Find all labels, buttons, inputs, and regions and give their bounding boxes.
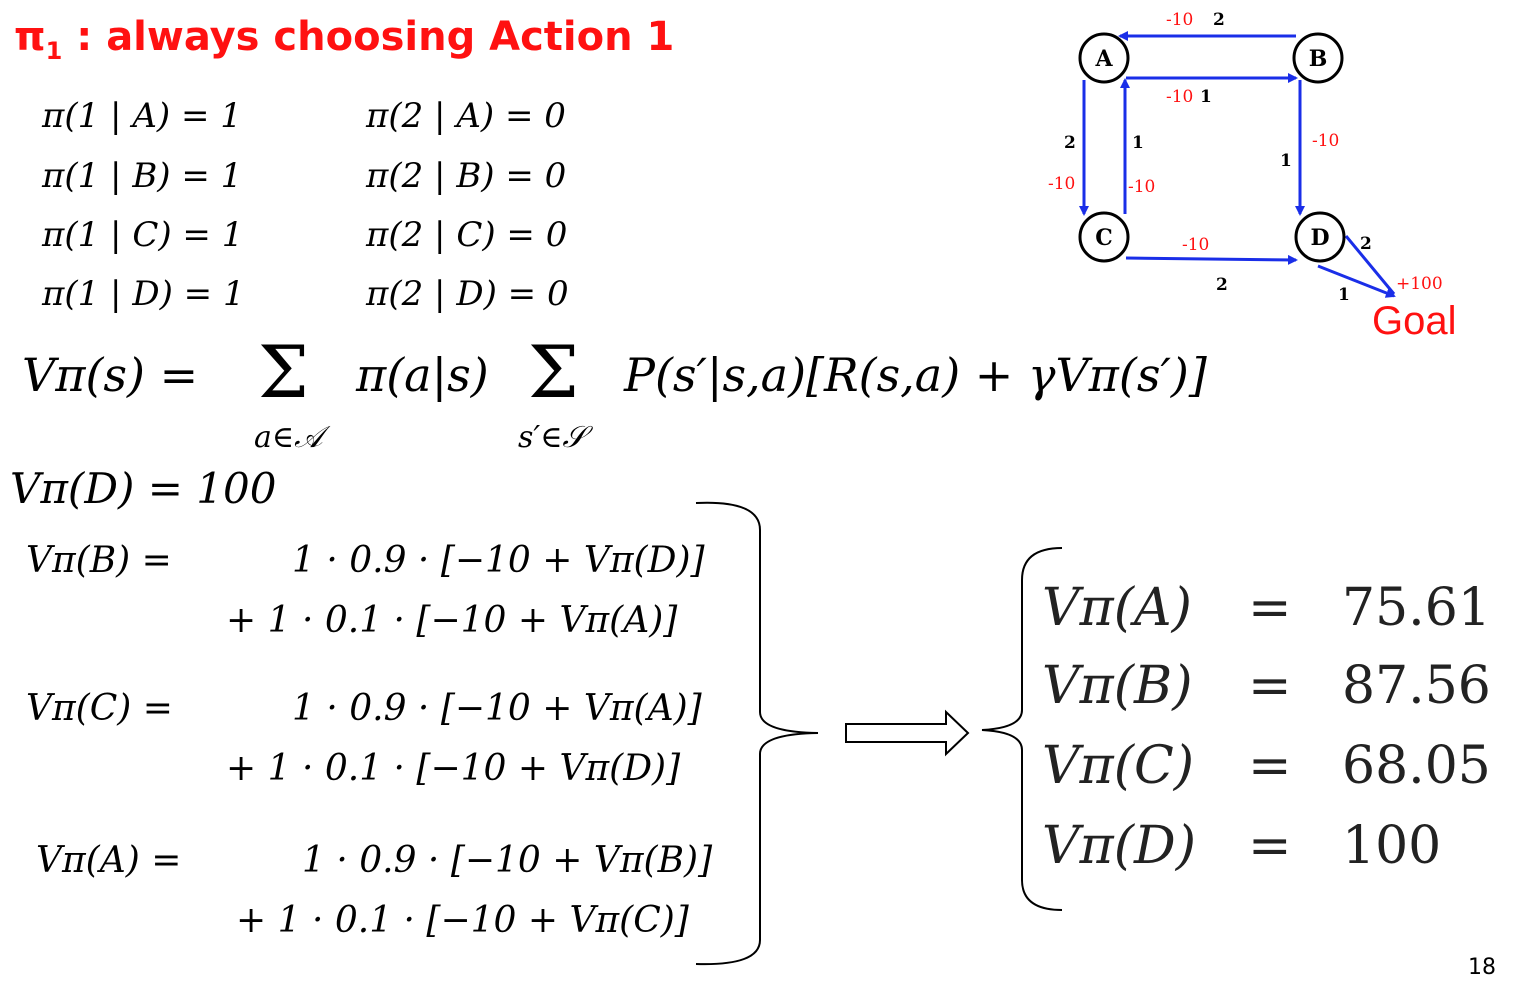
bellman-sum-actions: Σ <box>258 330 309 414</box>
policy-row-b-right: π(2 | B) = 0 <box>366 156 567 196</box>
policy-row-b-left: π(1 | B) = 1 <box>42 156 243 196</box>
node-d <box>1294 211 1346 263</box>
policy-row-d-left: π(1 | D) = 1 <box>42 274 245 314</box>
bellman-sum-states: Σ <box>528 330 579 414</box>
policy-row-c-left: π(1 | C) = 1 <box>42 215 244 255</box>
result-a-value: 75.61 <box>1342 578 1491 638</box>
node-c <box>1078 211 1130 263</box>
right-brace <box>695 501 819 966</box>
bellman-lhs: Vπ(s) = <box>22 348 199 402</box>
result-c-eq: = <box>1248 736 1292 796</box>
title-subscript: 1 <box>45 37 63 65</box>
label-ca-reward: -10 <box>1128 177 1155 197</box>
eq-c-line1: 1 · 0.9 · [−10 + Vπ(A)] <box>292 688 702 729</box>
label-ba-reward: -10 <box>1166 10 1193 30</box>
result-b-value: 87.56 <box>1342 656 1491 716</box>
left-brace <box>981 547 1063 911</box>
policy-row-a-right: π(2 | A) = 0 <box>366 96 566 136</box>
title-text: : always choosing Action 1 <box>62 14 675 60</box>
label-cd-action: 2 <box>1216 275 1228 295</box>
label-cd-reward: -10 <box>1182 235 1209 255</box>
eq-a-line1: 1 · 0.9 · [−10 + Vπ(B)] <box>302 840 713 881</box>
edge-d-to-goal-2 <box>1344 235 1396 295</box>
node-c-label: C <box>1095 225 1113 251</box>
edge-d-to-goal-1 <box>1317 264 1396 298</box>
policy-row-a-left: π(1 | A) = 1 <box>42 96 242 136</box>
vd-value: Vπ(D) = 100 <box>10 464 277 513</box>
node-b-label: B <box>1309 46 1328 72</box>
goal-label: Goal <box>1372 299 1457 343</box>
label-d-action2: 2 <box>1360 234 1372 254</box>
label-goal-reward: +100 <box>1396 274 1443 294</box>
title-pi-symbol: π <box>14 14 46 60</box>
label-dg-action: 1 <box>1338 285 1350 305</box>
eq-c-lhs: Vπ(C) = <box>26 688 173 729</box>
eq-b-line1: 1 · 0.9 · [−10 + Vπ(D)] <box>292 540 705 581</box>
label-ac-reward: -10 <box>1048 174 1075 194</box>
eq-b-line2: + 1 · 0.1 · [−10 + Vπ(A)] <box>226 600 678 641</box>
result-d-lhs: Vπ(D) <box>1042 816 1196 876</box>
result-d-eq: = <box>1248 816 1292 876</box>
policy-row-d-right: π(2 | D) = 0 <box>366 274 569 314</box>
label-ab-action: 1 <box>1200 87 1212 107</box>
label-ca-action: 1 <box>1132 133 1144 153</box>
label-ac-action: 2 <box>1064 133 1076 153</box>
node-b <box>1292 32 1344 84</box>
bellman-sum-actions-sub: a∈𝒜 <box>254 420 323 455</box>
label-ba-action: 2 <box>1213 10 1225 30</box>
eq-a-line2: + 1 · 0.1 · [−10 + Vπ(C)] <box>236 900 689 941</box>
result-c-lhs: Vπ(C) <box>1042 736 1195 796</box>
node-a-label: A <box>1094 46 1113 72</box>
eq-b-lhs: Vπ(B) = <box>26 540 172 581</box>
label-bd-action: 1 <box>1280 151 1292 171</box>
result-c-value: 68.05 <box>1342 736 1491 796</box>
page-number: 18 <box>1468 955 1496 980</box>
label-bd-reward: -10 <box>1312 131 1339 151</box>
result-b-lhs: Vπ(B) <box>1042 656 1193 716</box>
result-d-value: 100 <box>1342 816 1442 876</box>
implies-arrow <box>845 709 970 757</box>
result-a-lhs: Vπ(A) <box>1042 578 1192 638</box>
bellman-policy-term: π(a|s) <box>356 348 489 402</box>
bellman-rhs: P(s′|s,a)[R(s,a) + γVπ(s′)] <box>624 348 1207 402</box>
bellman-sum-states-sub: s′∈𝒮 <box>518 420 586 455</box>
result-a-eq: = <box>1248 578 1292 638</box>
eq-c-line2: + 1 · 0.1 · [−10 + Vπ(D)] <box>226 748 681 789</box>
edge-c-to-d <box>1125 254 1298 265</box>
result-b-eq: = <box>1248 656 1292 716</box>
eq-a-lhs: Vπ(A) = <box>36 840 182 881</box>
policy-row-c-right: π(2 | C) = 0 <box>366 215 568 255</box>
slide-title: π1 : always choosing Action 1 <box>14 14 674 65</box>
node-d-label: D <box>1310 225 1329 251</box>
label-ab-reward: -10 <box>1166 87 1193 107</box>
node-a <box>1078 32 1130 84</box>
